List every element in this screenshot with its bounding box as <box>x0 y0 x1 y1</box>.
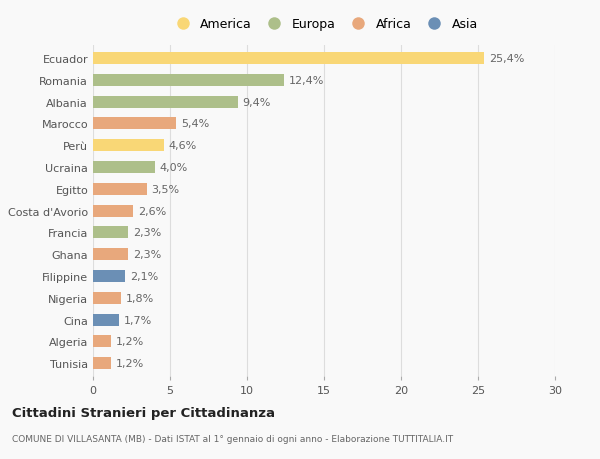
Bar <box>93 53 484 65</box>
Bar <box>93 358 112 369</box>
Bar <box>93 205 133 217</box>
Bar <box>93 184 147 196</box>
Text: 1,8%: 1,8% <box>125 293 154 303</box>
Bar <box>93 314 119 326</box>
Text: Cittadini Stranieri per Cittadinanza: Cittadini Stranieri per Cittadinanza <box>12 406 275 419</box>
Text: 3,5%: 3,5% <box>152 185 179 195</box>
Text: 2,6%: 2,6% <box>137 206 166 216</box>
Text: 25,4%: 25,4% <box>489 54 524 64</box>
Text: 2,3%: 2,3% <box>133 228 161 238</box>
Bar <box>93 75 284 87</box>
Bar <box>93 227 128 239</box>
Text: 4,0%: 4,0% <box>159 162 187 173</box>
Bar <box>93 118 176 130</box>
Text: 12,4%: 12,4% <box>289 76 324 86</box>
Text: 1,2%: 1,2% <box>116 358 145 368</box>
Text: 9,4%: 9,4% <box>242 97 271 107</box>
Text: 1,2%: 1,2% <box>116 336 145 347</box>
Bar <box>93 162 155 174</box>
Text: 1,7%: 1,7% <box>124 315 152 325</box>
Text: COMUNE DI VILLASANTA (MB) - Dati ISTAT al 1° gennaio di ogni anno - Elaborazione: COMUNE DI VILLASANTA (MB) - Dati ISTAT a… <box>12 434 453 443</box>
Text: 2,3%: 2,3% <box>133 250 161 260</box>
Legend: America, Europa, Africa, Asia: America, Europa, Africa, Asia <box>166 14 482 34</box>
Bar <box>93 270 125 282</box>
Bar <box>93 96 238 108</box>
Bar <box>93 292 121 304</box>
Bar <box>93 140 164 152</box>
Text: 5,4%: 5,4% <box>181 119 209 129</box>
Text: 4,6%: 4,6% <box>169 141 197 151</box>
Bar <box>93 249 128 261</box>
Bar <box>93 336 112 347</box>
Text: 2,1%: 2,1% <box>130 271 158 281</box>
